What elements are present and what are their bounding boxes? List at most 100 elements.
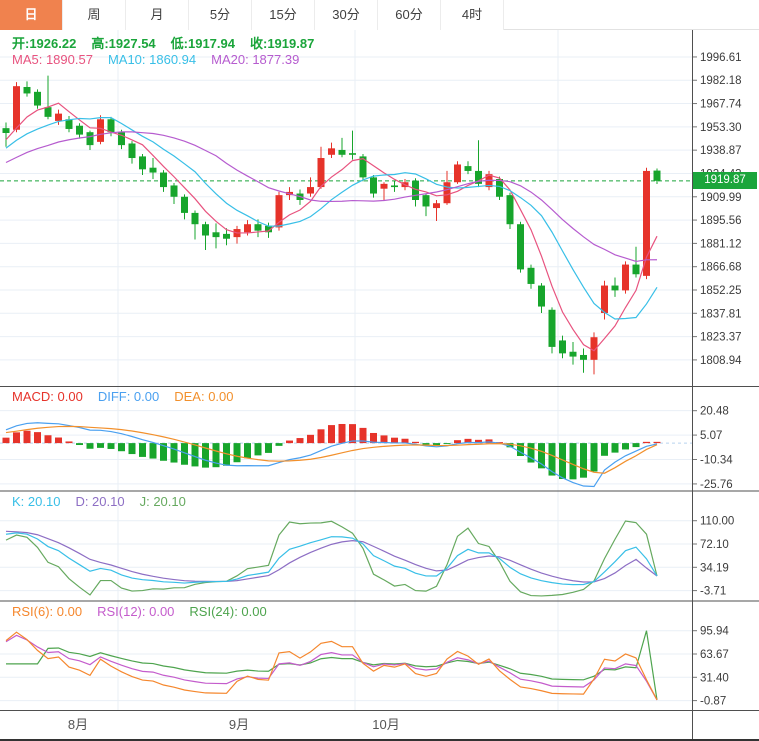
candle [443, 182, 451, 204]
x-axis-label: 10月 [372, 717, 400, 732]
macd-bar [380, 435, 388, 444]
macd-bar [170, 443, 178, 463]
candle [538, 285, 545, 307]
y-axis-label: -10.34 [700, 454, 733, 466]
candle [349, 153, 356, 155]
macd-bar [86, 443, 94, 449]
y-axis-label: 1895.56 [700, 215, 742, 227]
tab-15分[interactable]: 15分 [252, 0, 315, 30]
candle [13, 86, 20, 130]
candle [475, 170, 482, 184]
candle [86, 132, 94, 146]
last-price-badge: 1919.87 [693, 172, 757, 190]
y-axis-label: -0.87 [700, 696, 726, 708]
tab-月[interactable]: 月 [126, 0, 189, 30]
candle [527, 267, 535, 284]
macd-bar [412, 441, 419, 444]
candle [464, 166, 472, 171]
candle [212, 232, 220, 238]
macd-bar [328, 425, 335, 444]
y-axis-label: 1837.81 [700, 308, 742, 320]
y-axis-label: 1852.25 [700, 285, 742, 297]
macd-bar [202, 443, 209, 468]
candle [559, 340, 566, 354]
macd-bar [296, 438, 304, 444]
candle [653, 170, 661, 181]
candle [370, 177, 377, 194]
tab-30分[interactable]: 30分 [315, 0, 378, 30]
candle [454, 164, 461, 183]
y-axis-label: 1938.87 [700, 145, 742, 157]
macd-bar [506, 443, 514, 448]
candle [76, 125, 83, 135]
candle [181, 196, 188, 213]
tab-5分[interactable]: 5分 [189, 0, 252, 30]
macd-bar [191, 443, 199, 467]
candle [55, 113, 62, 121]
macd-bar [349, 424, 356, 444]
candle [97, 119, 104, 142]
y-axis-label: 1967.74 [700, 99, 742, 111]
macd-bar [559, 443, 566, 479]
macd-bar [244, 443, 251, 459]
candle [2, 128, 10, 133]
macd-bar [317, 429, 325, 444]
macd-bar [118, 443, 125, 452]
y-axis-label: 110.00 [700, 516, 734, 528]
candle [506, 195, 514, 225]
x-axis-label: 8月 [67, 717, 89, 732]
macd-bar [76, 443, 83, 446]
candle [160, 172, 167, 188]
macd-bar [338, 423, 346, 444]
macd-bar [611, 443, 619, 453]
macd-bar [601, 443, 608, 456]
macd-bar [391, 437, 398, 444]
candle [34, 91, 41, 106]
macd-bar [580, 443, 587, 478]
candle [191, 212, 199, 225]
tab-60分[interactable]: 60分 [378, 0, 441, 30]
tab-周[interactable]: 周 [63, 0, 126, 30]
rsi24-line [6, 630, 658, 701]
y-axis-label: 95.94 [700, 626, 729, 638]
x-axis-label: 9月 [228, 717, 250, 732]
y-axis-label: 1909.99 [700, 192, 742, 204]
ma10-line [5, 116, 658, 320]
macd-bar [181, 443, 188, 465]
macd-bar [433, 443, 440, 446]
macd-bar [34, 432, 41, 444]
candle [265, 225, 272, 233]
macd-bar [643, 441, 650, 444]
candle [632, 264, 640, 275]
macd-bar [13, 432, 20, 444]
macd-bar [55, 437, 62, 444]
ma20-line [5, 131, 658, 263]
candle [412, 180, 419, 200]
macd-bar [359, 427, 367, 444]
candle [118, 132, 125, 146]
macd-bar [307, 434, 314, 444]
tab-日[interactable]: 日 [0, 0, 63, 30]
macd-bar [475, 439, 482, 444]
candle [44, 107, 52, 117]
candle [569, 351, 577, 357]
candle [149, 167, 157, 173]
macd-bar [107, 443, 115, 449]
candle [128, 143, 136, 159]
y-axis-label: 63.67 [700, 649, 729, 661]
macd-bar [149, 443, 157, 459]
y-axis-label: 72.10 [700, 539, 729, 551]
rsi6-line [5, 631, 658, 701]
macd-bar [2, 437, 10, 444]
macd-bar [401, 438, 409, 444]
macd-bar [454, 440, 461, 444]
dea-line [5, 425, 658, 474]
y-axis-label: 34.19 [700, 562, 729, 574]
k-line [5, 532, 658, 586]
macd-bar [265, 443, 272, 453]
tab-4时[interactable]: 4时 [441, 0, 504, 30]
y-axis-label: 1881.12 [700, 238, 742, 250]
macd-bar [139, 443, 146, 457]
macd-bar [44, 435, 52, 444]
